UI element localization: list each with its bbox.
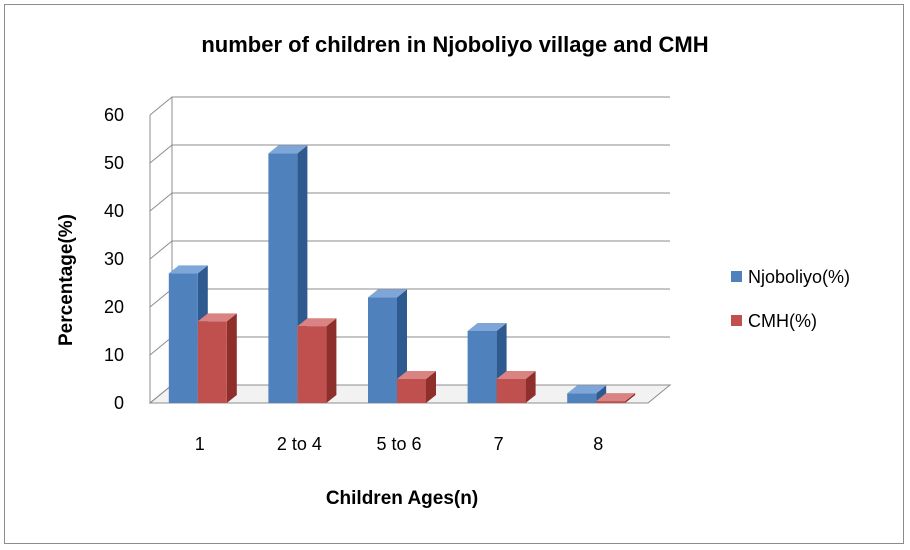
bar-top [467, 323, 507, 331]
y-tick-label: 50 [104, 153, 124, 173]
bar [596, 401, 626, 403]
bar-top [168, 265, 208, 274]
bar-side [625, 393, 636, 403]
x-tick-label: 8 [593, 434, 603, 454]
gridline [149, 192, 670, 212]
bar [397, 379, 426, 403]
bar [467, 331, 497, 403]
bar [297, 326, 327, 403]
gridline [149, 288, 670, 308]
y-axis-title: Percentage(%) [56, 214, 77, 346]
legend: Njoboliyo(%) CMH(%) [731, 267, 850, 331]
legend-label: Njoboliyo(%) [748, 267, 850, 287]
y-tick-label: 0 [114, 393, 124, 413]
x-tick-label: 7 [494, 434, 504, 454]
x-axis-title: Children Ages(n) [326, 488, 478, 509]
legend-label: CMH(%) [748, 311, 817, 331]
y-axis-ticks: 0 10 20 30 40 50 60 [104, 105, 124, 413]
bar-side [226, 313, 237, 403]
x-tick-label: 1 [195, 434, 205, 454]
bar [368, 297, 397, 403]
bar-top [496, 371, 536, 379]
bar [268, 153, 298, 403]
bar [496, 379, 526, 403]
x-tick-label: 2 to 4 [277, 434, 322, 454]
bar [197, 321, 227, 403]
chart-frame [4, 4, 904, 544]
bar-side [326, 318, 337, 403]
x-tick-label: 5 to 6 [376, 434, 421, 454]
bar-side [525, 371, 536, 403]
bar [168, 273, 198, 403]
bar-top [368, 289, 407, 298]
bar-side [596, 385, 607, 403]
y-tick-label: 10 [104, 345, 124, 365]
legend-swatch [731, 271, 742, 282]
y-tick-label: 30 [104, 249, 124, 269]
bar-top [297, 318, 337, 327]
bar-top [197, 313, 237, 322]
y-tick-label: 60 [104, 105, 124, 125]
bar-top [397, 371, 436, 379]
legend-swatch [731, 315, 742, 326]
bar-top [567, 385, 607, 394]
gridline [149, 144, 670, 164]
y-tick-label: 40 [104, 201, 124, 221]
y-tick-label: 20 [104, 297, 124, 317]
gridline [149, 240, 670, 260]
bar-side [426, 371, 436, 403]
x-axis-ticks: 1 2 to 4 5 to 6 7 8 [195, 434, 603, 454]
chart-title: number of children in Njoboliyo village … [201, 32, 708, 57]
gridline [149, 96, 670, 116]
bar-top [596, 393, 636, 402]
bar [567, 393, 597, 403]
bar-top [268, 145, 308, 154]
bars [168, 145, 636, 403]
